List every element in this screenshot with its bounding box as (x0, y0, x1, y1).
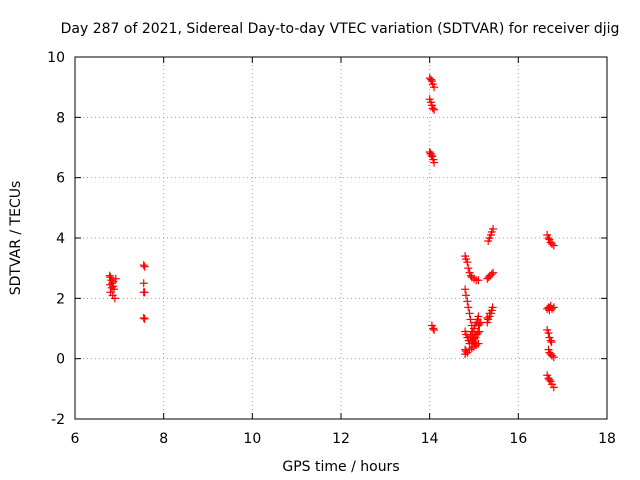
x-tick-label: 12 (332, 431, 350, 447)
data-point (489, 268, 498, 277)
data-point (488, 303, 497, 312)
data-point (466, 315, 475, 324)
data-point (474, 276, 483, 285)
x-tick-label: 18 (598, 431, 616, 447)
data-point (489, 224, 498, 233)
data-point (111, 274, 120, 283)
data-point (473, 329, 482, 338)
data-point (139, 261, 148, 270)
data-point (548, 351, 557, 360)
data-point (139, 279, 148, 288)
data-point (427, 151, 436, 160)
data-point (485, 309, 494, 318)
y-tick-label: 10 (47, 50, 65, 66)
data-point (140, 314, 149, 323)
data-point (470, 338, 479, 347)
data-point (462, 291, 471, 300)
data-point (429, 324, 438, 333)
data-point (544, 234, 553, 242)
y-tick-label: 6 (56, 171, 65, 187)
data-point (105, 271, 114, 280)
data-point (139, 313, 148, 322)
data-point (548, 240, 557, 249)
data-point (475, 327, 484, 336)
y-axis-label: SDTVAR / TECUs (8, 181, 24, 296)
data-point (464, 303, 473, 312)
data-point (430, 105, 439, 114)
data-point (466, 332, 475, 341)
data-point (110, 294, 119, 303)
x-tick-label: 14 (421, 431, 439, 447)
chart-title: Day 287 of 2021, Sidereal Day-to-day VTE… (61, 21, 620, 37)
data-point (549, 303, 558, 312)
data-point (428, 104, 437, 113)
data-point (430, 83, 439, 92)
data-point (463, 258, 472, 267)
data-point (461, 285, 470, 294)
x-tick-label: 16 (509, 431, 527, 447)
data-point (549, 241, 558, 250)
data-point (430, 326, 439, 335)
data-point (549, 383, 558, 392)
data-point (475, 319, 484, 328)
data-point (547, 338, 556, 347)
data-point (545, 375, 554, 384)
data-point (545, 303, 554, 312)
data-point (140, 288, 149, 297)
y-tick-label: 2 (56, 291, 65, 307)
data-point (463, 297, 472, 306)
data-point (140, 262, 149, 271)
y-tick-label: 4 (56, 231, 65, 247)
x-tick-label: 10 (243, 431, 261, 447)
data-point (465, 309, 474, 318)
data-point (464, 264, 473, 273)
grid-layer (75, 57, 607, 419)
data-point (474, 312, 483, 321)
data-point (549, 353, 558, 362)
x-axis-label: GPS time / hours (282, 459, 399, 475)
data-point (106, 280, 115, 289)
tick-layer: 6 8 10 12 14 16 18 -2 0 2 4 6 8 10 (47, 50, 616, 447)
data-point (474, 339, 483, 348)
y-tick-label: -2 (51, 412, 65, 428)
x-tick-label: 8 (159, 431, 168, 447)
data-point (430, 158, 439, 167)
data-point (546, 336, 555, 345)
data-point (487, 270, 496, 279)
x-tick-label: 6 (71, 431, 80, 447)
data-point (544, 329, 553, 338)
y-tick-label: 0 (56, 352, 65, 368)
data-point (426, 75, 435, 84)
data-point (483, 313, 492, 322)
points-layer (105, 74, 558, 392)
y-tick-label: 8 (56, 110, 65, 126)
